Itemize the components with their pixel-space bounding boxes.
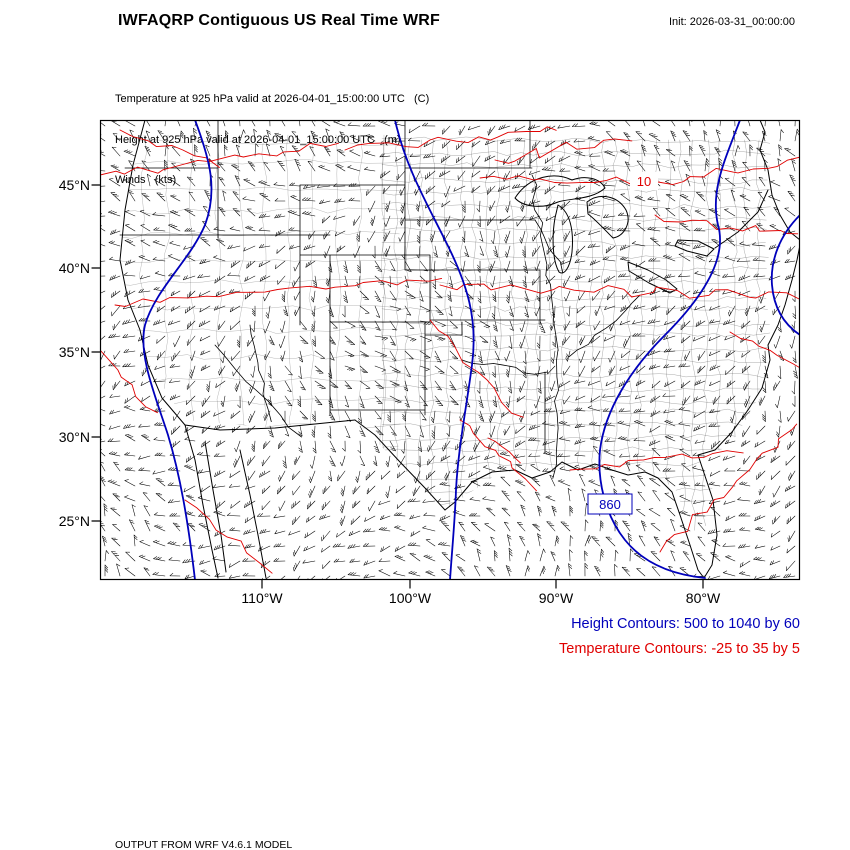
temperature-contour-label: 10 [630,172,658,190]
x-axis-label-90w: 90°W [538,590,574,606]
y-axis-label-45n: 45°N [58,177,90,193]
y-axis-label-25n: 25°N [58,513,90,529]
model-version-line: OUTPUT FROM WRF V4.6.1 MODEL [115,839,293,850]
y-axis-label-30n: 30°N [58,429,90,445]
temperature-contour-legend: Temperature Contours: -25 to 35 by 5 [559,641,800,657]
height-contour-legend: Height Contours: 500 to 1040 by 60 [571,616,800,632]
x-axis-label-80w: 80°W [685,590,721,606]
x-axis-label-100w: 100°W [388,590,432,606]
y-axis-label-35n: 35°N [58,344,90,360]
y-axis-label-40n: 40°N [58,260,90,276]
map-plot-area: 10 860 [91,119,801,589]
init-time-label: Init: 2026-03-31_00:00:00 [669,16,795,28]
field-line-temperature: Temperature at 925 hPa valid at 2026-04-… [115,93,430,105]
temperature-contour-value: 10 [637,174,651,189]
height-contour-value: 860 [599,497,621,512]
state-boundaries [119,120,641,479]
plot-title: IWFAQRP Contiguous US Real Time WRF [118,12,440,29]
map-border [99,119,801,581]
coastlines [119,120,800,579]
axis-ticks [91,184,704,589]
height-contours [142,120,800,580]
x-axis-label-110w: 110°W [241,590,283,606]
contour-legend: Height Contours: 500 to 1040 by 60 Tempe… [559,612,800,662]
height-contour-label: 860 [587,493,633,515]
model-info-footer: OUTPUT FROM WRF V4.6.1 MODEL WE = 580 ; … [115,810,528,850]
map-canvas: 10 860 [91,119,801,589]
